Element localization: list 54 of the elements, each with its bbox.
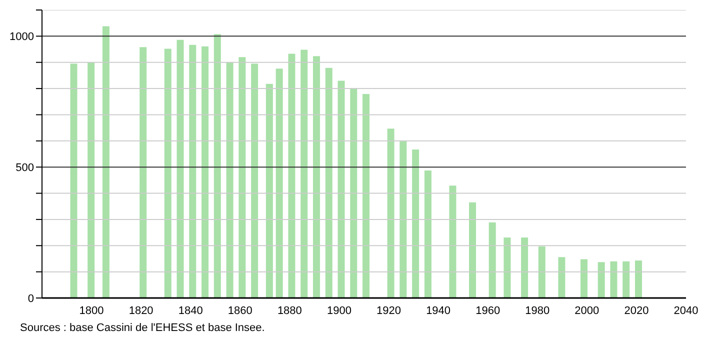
bar — [598, 262, 605, 298]
bar — [558, 257, 566, 298]
x-tick-label: 1800 — [79, 304, 104, 317]
bar — [251, 64, 258, 298]
bar — [312, 56, 320, 298]
bar — [622, 261, 630, 298]
bar — [288, 54, 296, 298]
x-tick-label: 1940 — [426, 304, 451, 317]
bar — [469, 202, 476, 298]
bar — [338, 80, 345, 298]
bar — [521, 238, 528, 298]
x-tick-label: 1860 — [228, 304, 252, 317]
bar — [362, 94, 370, 298]
bar — [424, 170, 432, 298]
y-tick-label: 0 — [28, 292, 34, 305]
bar — [350, 88, 358, 298]
bar — [276, 68, 283, 298]
bar — [226, 62, 234, 298]
bar — [400, 141, 407, 298]
x-tick-label: 1920 — [376, 304, 402, 317]
bar — [325, 68, 332, 298]
x-tick-label: 1980 — [525, 304, 550, 317]
bar — [176, 40, 184, 298]
bar — [266, 84, 273, 298]
x-tick-label: 1820 — [128, 304, 154, 317]
bar — [88, 62, 95, 298]
bar — [140, 47, 147, 298]
source-note: Sources : base Cassini de l'EHESS et base Insee. — [20, 322, 266, 334]
x-tick-label: 1880 — [277, 304, 302, 317]
x-tick-label: 1840 — [178, 304, 203, 317]
bar — [102, 26, 110, 298]
x-tick-label: 2040 — [674, 304, 698, 317]
bar — [214, 34, 221, 298]
bar — [538, 246, 546, 298]
bar — [189, 44, 196, 298]
bar — [412, 150, 420, 298]
bar — [449, 186, 456, 298]
bar — [202, 46, 209, 298]
bar — [70, 64, 78, 298]
y-tick-label: 500 — [16, 162, 34, 174]
x-tick-label: 1960 — [476, 304, 500, 317]
y-tick-label: 1000 — [10, 31, 34, 44]
bar — [164, 48, 172, 298]
bar — [300, 50, 308, 298]
x-tick-label: 2020 — [624, 304, 649, 317]
bar — [488, 222, 496, 298]
bar — [580, 259, 588, 298]
bar — [238, 57, 246, 298]
x-tick-label: 1900 — [326, 304, 352, 317]
x-tick-label: 2000 — [574, 304, 600, 317]
bar — [504, 238, 511, 298]
bar — [610, 261, 618, 298]
bar — [634, 260, 642, 298]
bar — [387, 128, 394, 298]
